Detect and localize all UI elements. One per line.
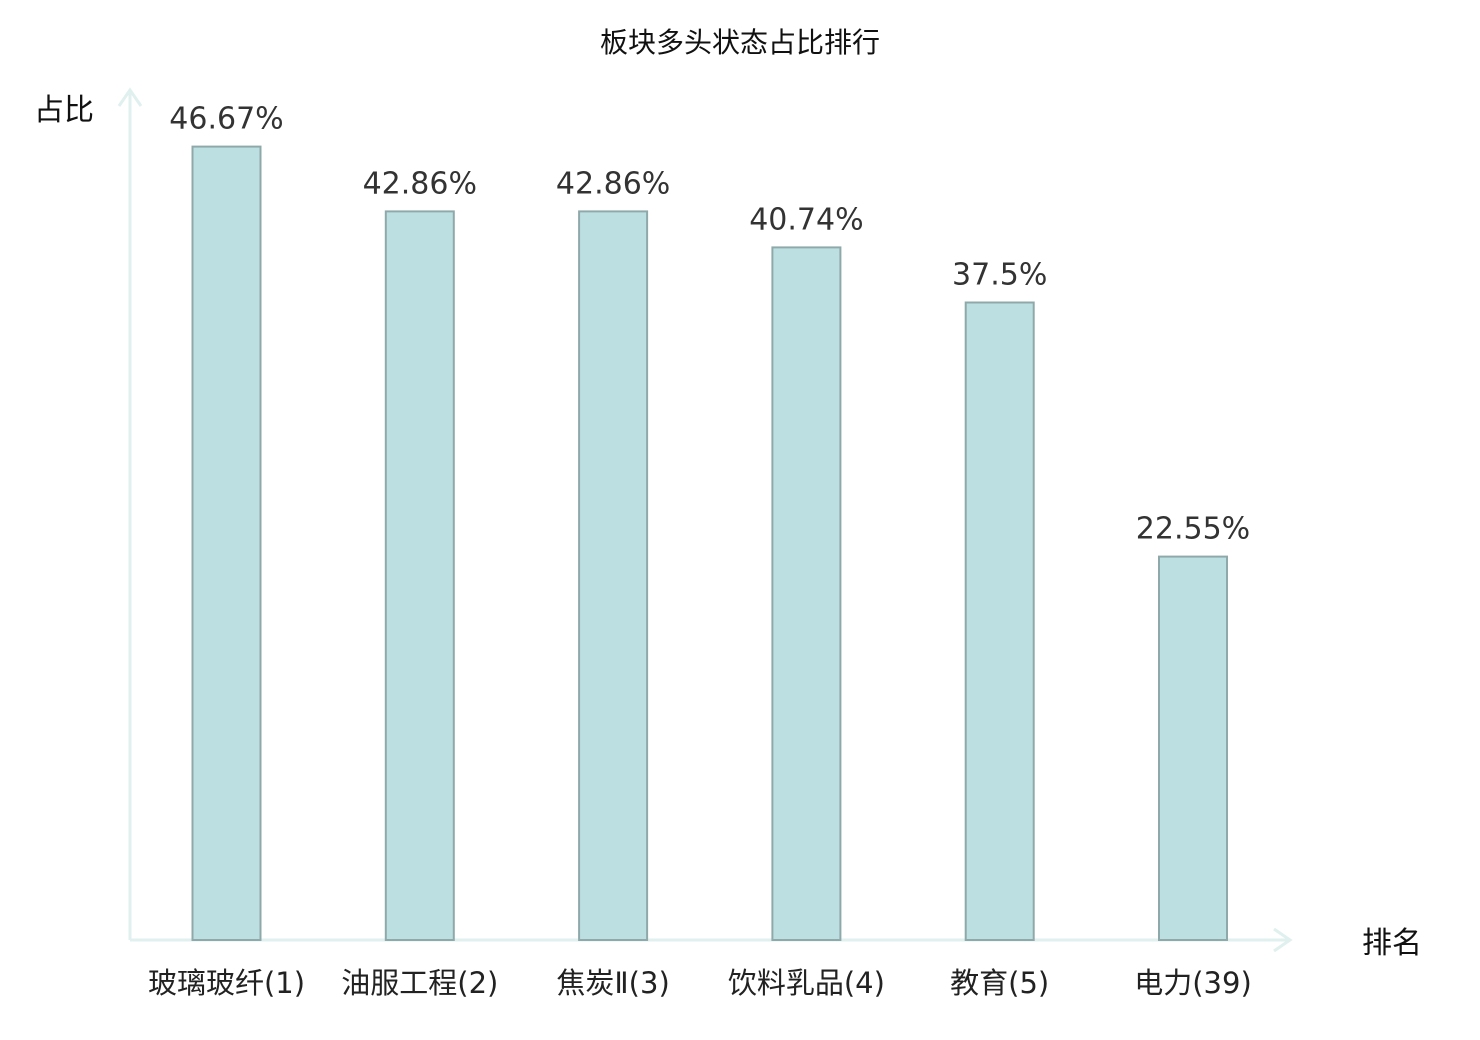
category-labels-group: 玻璃玻纤(1) 油服工程(2) 焦炭Ⅱ(3) 饮料乳品(4) 教育(5) 电力(39) [148, 966, 1252, 1000]
bar-3 [578, 210, 649, 941]
category-label-1: 玻璃玻纤(1) [148, 966, 305, 1000]
chart-title: 板块多头状态占比排行 [600, 26, 880, 59]
category-label-6: 电力(39) [1134, 966, 1252, 1000]
value-label-4: 40.74% [749, 202, 863, 237]
value-label-6: 22.55% [1136, 512, 1250, 547]
category-label-5: 教育(5) [950, 966, 1049, 1000]
bar-6 [1158, 555, 1228, 941]
category-label-4: 饮料乳品(4) [728, 966, 885, 1000]
category-label-3: 焦炭Ⅱ(3) [556, 966, 669, 1000]
x-axis-arrow [1273, 927, 1293, 953]
bar-1 [191, 145, 262, 942]
y-axis-label: 占比 [34, 93, 94, 128]
bar-5 [964, 301, 1035, 941]
value-label-5: 37.5% [952, 258, 1047, 293]
bars-group [191, 145, 1228, 942]
bar-2 [384, 210, 455, 941]
y-axis-arrow [117, 87, 143, 107]
bar-4 [771, 246, 842, 941]
category-label-2: 油服工程(2) [341, 966, 498, 1000]
value-label-1: 46.67% [169, 102, 283, 137]
x-axis-label: 排名 [1362, 926, 1422, 961]
value-label-2: 42.86% [363, 166, 477, 201]
value-labels-group: 46.67% 42.86% 42.86% 40.74% 37.5% 22.55% [169, 102, 1250, 547]
value-label-3: 42.86% [556, 166, 670, 201]
